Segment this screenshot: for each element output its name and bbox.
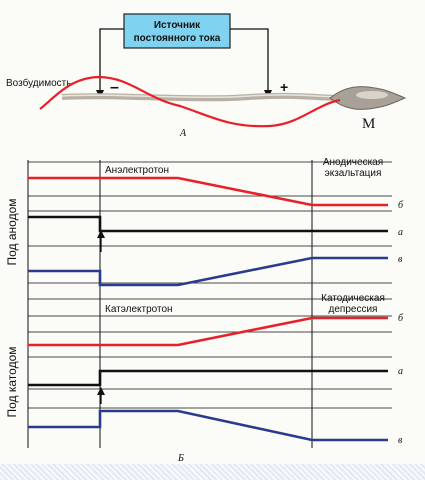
anode-curve-a (28, 215, 388, 233)
dc-source-label-line1: Источник (154, 20, 201, 31)
nerve-fiber-highlight (61, 94, 346, 99)
anode-phase1-label: Анэлектротон (105, 165, 169, 176)
cathode-curve-b (28, 316, 388, 347)
cathode-section: Катэлектротон Катодическая депрессия б а… (5, 293, 404, 446)
anode-curve-v (28, 256, 388, 287)
anode-label-v: в (398, 254, 403, 265)
anode-side-label: Под анодом (5, 198, 19, 265)
anode-label-b: б (398, 200, 404, 211)
cathode-label-v: в (398, 435, 403, 446)
anode-phase2-label-line2: экзальтация (325, 168, 382, 179)
muscle-label: М (362, 116, 375, 132)
cathode-phase1-label: Катэлектротон (105, 304, 173, 315)
part-b: Анэлектротон Анодическая экзальтация б а… (5, 157, 404, 464)
bottom-scan-band (0, 464, 425, 480)
cathode-phase2-label-line2: депрессия (329, 304, 378, 315)
wire-plus (230, 28, 269, 96)
anode-label-a: а (398, 227, 403, 238)
cathode-label-b: б (398, 313, 404, 324)
anode-onset-arrowhead (97, 230, 105, 238)
nerve-fiber (61, 92, 346, 102)
plus-sign: + (280, 79, 288, 95)
wire-minus (99, 28, 124, 96)
anode-section: Анэлектротон Анодическая экзальтация б а… (5, 157, 404, 287)
anode-curve-b (28, 176, 388, 207)
panel-a-label: А (179, 128, 187, 139)
cathode-phase2-label-line1: Катодическая (321, 293, 385, 304)
cathode-side-label: Под катодом (5, 347, 19, 418)
part-a: Источник постоянного тока – + М Возбудим… (6, 13, 407, 139)
dc-source-box (123, 13, 231, 49)
excitability-label: Возбудимость (6, 77, 71, 89)
minus-sign: – (110, 79, 119, 96)
anode-phase2-label-line1: Анодическая (323, 157, 383, 168)
muscle-highlight (356, 91, 388, 99)
panel-b-label: Б (177, 453, 184, 464)
excitability-wave (39, 75, 341, 128)
dc-source-label-line2: постоянного тока (134, 33, 221, 44)
cathode-onset-arrowhead (97, 387, 105, 395)
cathode-label-a: а (398, 366, 403, 377)
cathode-curve-a (28, 369, 388, 387)
cathode-curve-v (28, 409, 388, 442)
